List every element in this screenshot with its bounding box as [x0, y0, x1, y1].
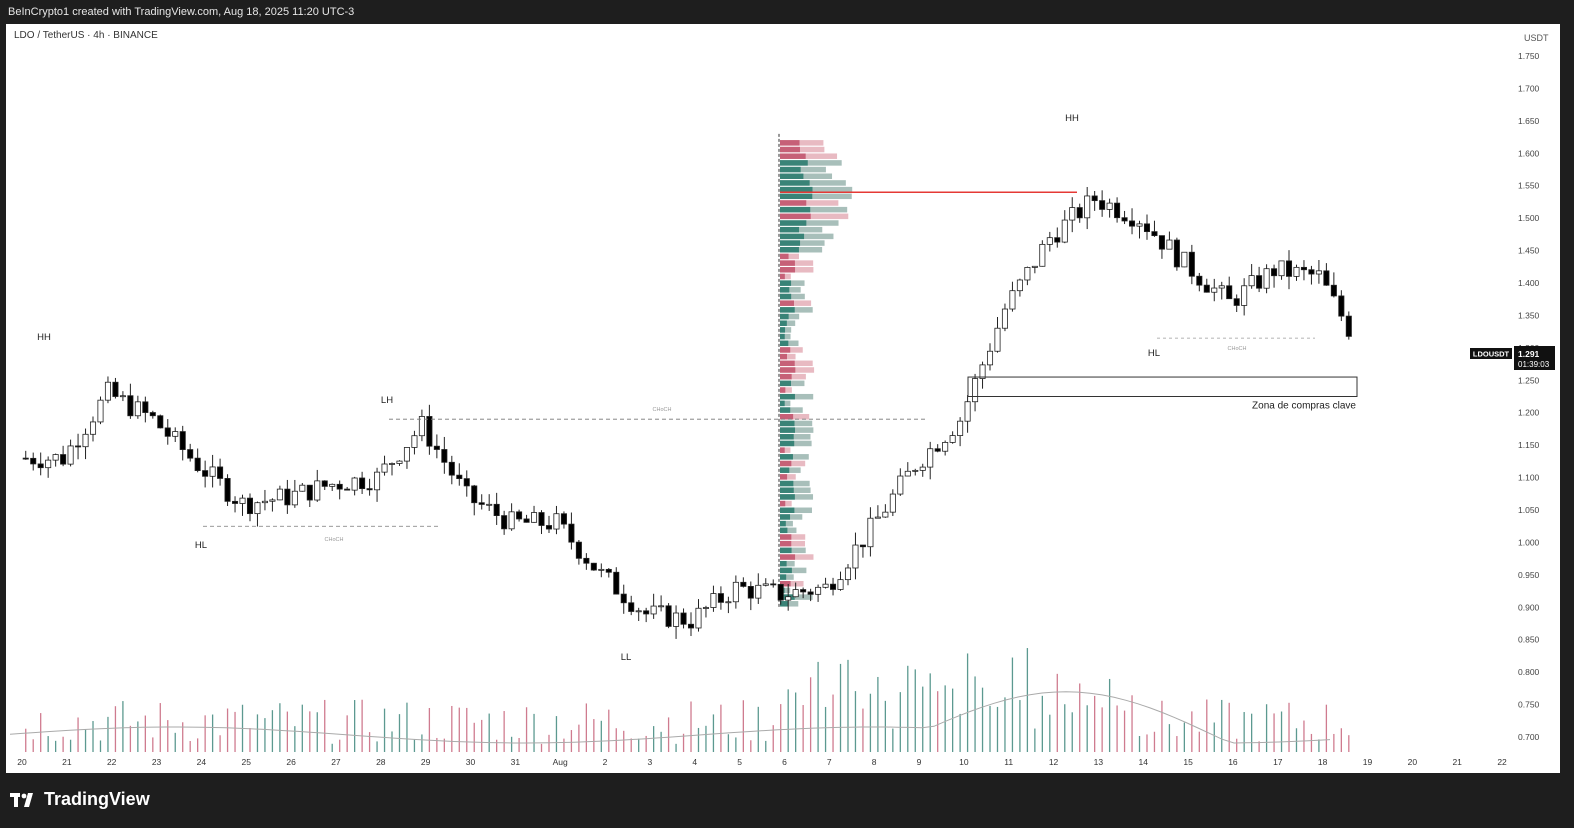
attribution-bar: BeInCrypto1 created with TradingView.com…	[0, 0, 1574, 24]
footer-bar	[0, 773, 1574, 828]
tradingview-logo-icon	[10, 792, 33, 807]
chart-frame	[6, 24, 1560, 773]
brand-name: TradingView	[44, 789, 150, 809]
attribution-text: BeInCrypto1 created with TradingView.com…	[8, 6, 355, 18]
symbol-info: LDO / TetherUS · 4h · BINANCE	[14, 30, 158, 41]
tradingview-logo: TradingView	[10, 789, 150, 810]
